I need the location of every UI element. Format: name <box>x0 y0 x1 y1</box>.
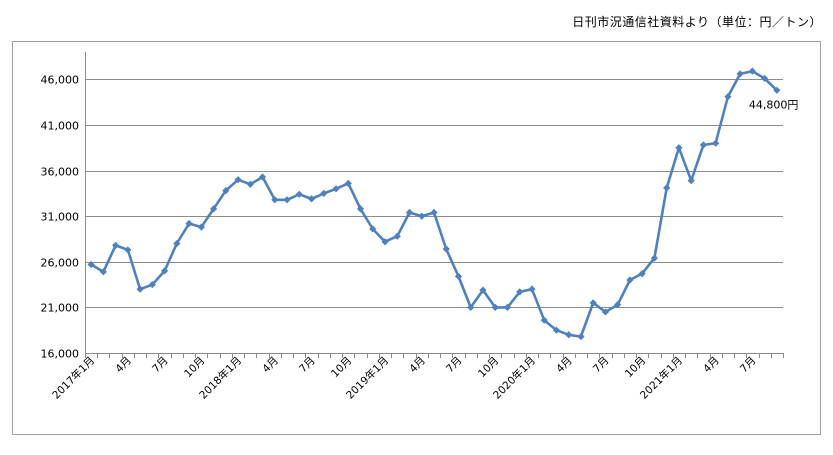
data-point-marker <box>234 176 242 184</box>
y-tick-label: 21,000 <box>41 302 80 315</box>
x-tick-label: 10月 <box>623 355 648 380</box>
data-point-marker <box>173 239 181 248</box>
data-point-marker <box>503 303 512 311</box>
y-tick-label: 31,000 <box>41 211 80 224</box>
data-point-marker <box>393 232 401 240</box>
y-tick-label: 46,000 <box>41 74 80 87</box>
data-point-marker <box>552 326 561 334</box>
data-point-marker <box>479 286 487 294</box>
last-value-label: 44,800円 <box>749 98 799 111</box>
data-point-marker <box>565 331 573 339</box>
data-point-marker <box>663 184 671 192</box>
data-point-marker <box>356 205 365 213</box>
x-tick-label: 10月 <box>476 355 501 380</box>
x-tick-label: 7月 <box>150 355 171 376</box>
data-point-marker <box>295 190 303 198</box>
data-point-marker <box>687 177 695 185</box>
data-point-marker <box>283 196 291 204</box>
data-point-marker <box>467 303 475 311</box>
y-tick-label: 41,000 <box>41 120 80 133</box>
data-point-marker <box>258 173 267 181</box>
axes <box>85 52 784 358</box>
price-line-chart: 16,000 21,000 26,000 31,000 36,000 41,000 46,0… <box>41 52 799 402</box>
data-point-marker <box>430 208 438 217</box>
x-tick-label: 7月 <box>444 355 465 376</box>
series-line <box>90 69 778 338</box>
data-point-marker <box>601 308 610 316</box>
price-series <box>87 67 781 341</box>
y-tick-labels: 16,000 21,000 26,000 31,000 36,000 41,000 46,0… <box>41 74 80 361</box>
data-point-marker <box>675 144 683 152</box>
x-tick-label: 2017年1月 <box>50 354 98 402</box>
data-point-marker <box>271 196 279 204</box>
data-point-marker <box>699 141 708 149</box>
y-tick-label: 36,000 <box>41 166 80 179</box>
x-tick-label: 7月 <box>591 355 612 376</box>
data-point-marker <box>577 332 585 341</box>
data-point-marker <box>761 74 769 83</box>
data-point-marker <box>185 219 193 228</box>
data-point-marker <box>332 185 340 193</box>
data-point-marker <box>344 179 352 187</box>
data-point-marker <box>589 299 597 307</box>
data-point-marker <box>638 270 646 278</box>
x-tick-label: 4月 <box>701 355 722 376</box>
x-tick-label: 4月 <box>554 355 575 376</box>
x-tick-label: 4月 <box>407 355 428 376</box>
data-point-marker <box>712 139 720 147</box>
data-point-marker <box>246 180 254 188</box>
data-point-marker <box>136 285 144 293</box>
data-point-marker <box>124 246 132 254</box>
data-point-marker <box>222 187 230 195</box>
data-point-marker <box>516 288 524 296</box>
y-tick-label: 26,000 <box>41 257 80 270</box>
data-point-marker <box>528 285 536 293</box>
data-point-marker <box>209 205 218 213</box>
data-point-marker <box>112 241 120 249</box>
x-tick-label: 4月 <box>260 355 281 376</box>
data-point-marker <box>614 301 622 309</box>
annotations: 44,800円 <box>749 98 799 111</box>
data-point-marker <box>381 238 389 246</box>
data-point-marker <box>197 223 205 231</box>
y-tick-label: 16,000 <box>41 348 80 361</box>
data-point-marker <box>650 254 659 262</box>
data-point-marker <box>736 70 744 78</box>
data-point-marker <box>748 67 756 75</box>
data-point-marker <box>320 189 328 197</box>
data-point-marker <box>773 86 781 94</box>
data-point-marker <box>540 316 548 324</box>
data-point-marker <box>87 260 95 269</box>
source-note: 日刊市況通信社資料より（単位：円／トン） <box>572 15 822 29</box>
data-point-marker <box>491 303 499 311</box>
data-point-marker <box>405 208 414 217</box>
data-point-marker <box>307 195 316 203</box>
chart-frame: 16,000 21,000 26,000 31,000 36,000 41,000 46,0… <box>12 41 821 435</box>
x-tick-label: 10月 <box>329 355 354 380</box>
x-tick-label: 7月 <box>738 355 759 376</box>
gridlines <box>85 79 783 308</box>
data-point-marker <box>99 268 107 276</box>
data-point-marker <box>418 212 426 220</box>
x-tick-label: 10月 <box>182 355 207 380</box>
x-tick-label: 4月 <box>113 355 134 376</box>
x-tick-label: 7月 <box>297 355 318 376</box>
data-point-marker <box>442 245 450 253</box>
data-point-marker <box>369 225 377 233</box>
